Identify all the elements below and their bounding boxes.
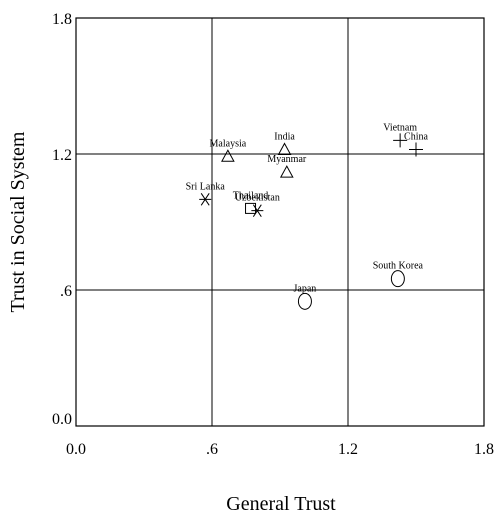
data-point: Myanmar xyxy=(267,154,307,178)
point-label: Sri Lanka xyxy=(186,181,226,192)
plot-frame xyxy=(75,17,485,427)
point-label: South Korea xyxy=(373,261,424,272)
data-point: China xyxy=(404,131,429,157)
x-axis-title: General Trust xyxy=(226,493,336,515)
triangle-marker xyxy=(277,142,292,155)
data-point: Sri Lanka xyxy=(186,181,226,206)
point-label: Thailand xyxy=(233,190,269,201)
plus-marker xyxy=(409,142,423,157)
y-tick-label: 1.2 xyxy=(52,147,72,164)
point-label: Japan xyxy=(294,283,317,294)
triangle-marker xyxy=(279,165,294,178)
x-tick-label: 1.8 xyxy=(474,441,494,458)
data-point: Malaysia xyxy=(210,138,247,162)
y-tick-label: 0.0 xyxy=(52,411,72,428)
y-tick-label: 1.8 xyxy=(52,11,72,28)
x-tick-labels: 0.0 .6 1.2 1.8 xyxy=(66,441,494,458)
circle-marker xyxy=(297,292,312,310)
point-label: Vietnam xyxy=(383,122,417,133)
x-tick-label: .6 xyxy=(206,441,218,458)
point-label: China xyxy=(404,131,428,142)
data-point: Vietnam xyxy=(383,122,417,148)
data-point: India xyxy=(274,131,295,155)
x-tick-label: 1.2 xyxy=(338,441,358,458)
data-point: Japan xyxy=(294,283,317,310)
point-label: Uzbekistan xyxy=(235,193,280,204)
plus-marker xyxy=(393,133,408,148)
point-label: Myanmar xyxy=(267,154,307,165)
point-label: Malaysia xyxy=(210,138,247,149)
data-point: South Korea xyxy=(373,261,424,288)
circle-marker xyxy=(390,270,405,288)
asterisk-marker xyxy=(199,193,212,206)
y-tick-label: .6 xyxy=(60,283,72,300)
triangle-marker xyxy=(221,149,235,162)
grid-lines xyxy=(76,18,484,426)
data-point: Uzbekistan xyxy=(235,193,280,217)
y-tick-labels: 0.0 .6 1.2 1.8 xyxy=(52,11,72,428)
asterisk-marker xyxy=(251,204,264,217)
y-axis-title: Trust in Social System xyxy=(7,131,29,312)
x-tick-label: 0.0 xyxy=(66,441,86,458)
point-label: India xyxy=(274,131,295,142)
